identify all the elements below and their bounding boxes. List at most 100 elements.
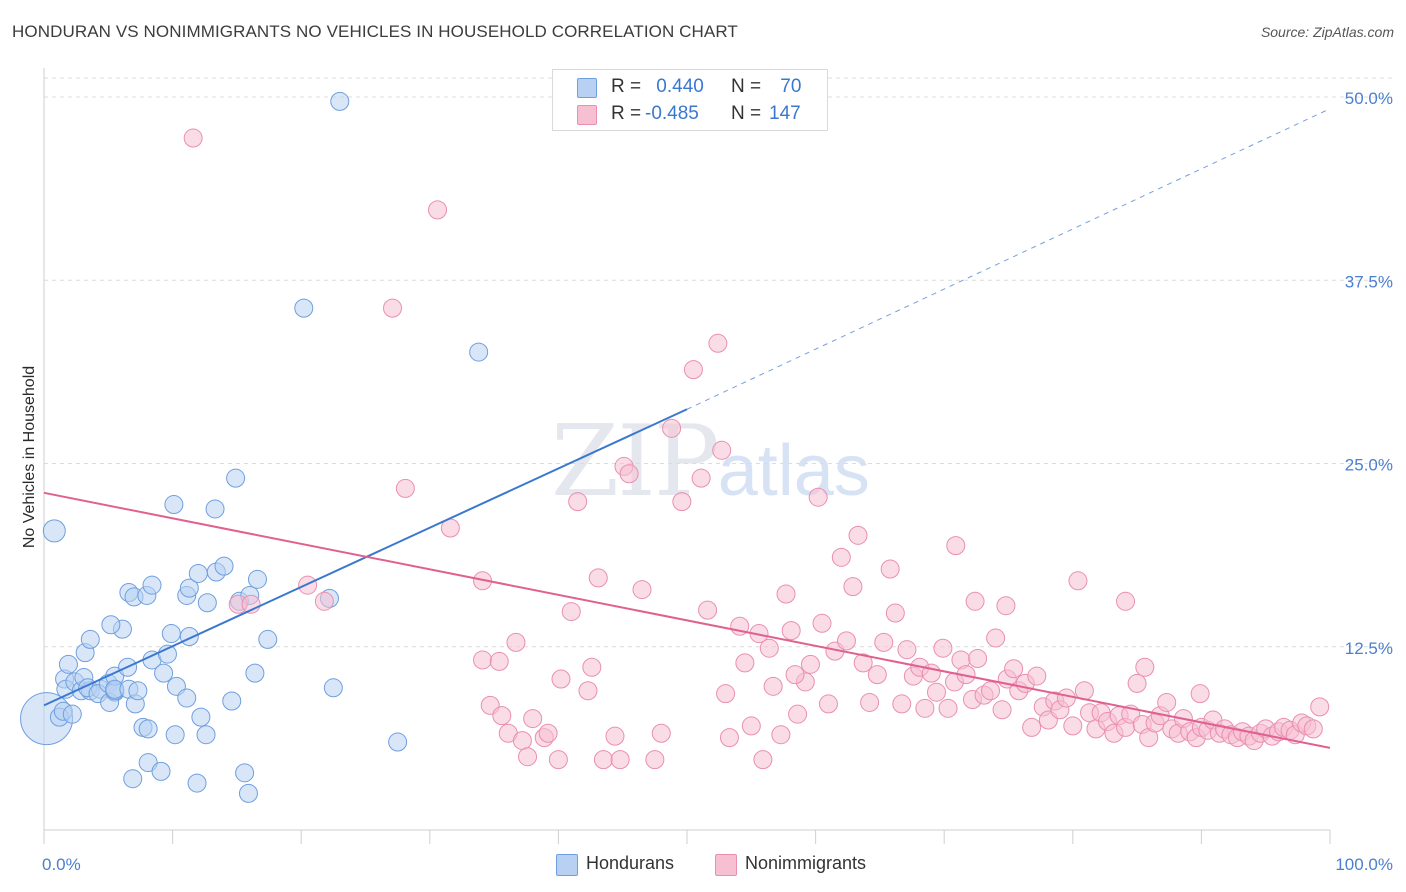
nonimmigrants-point — [843, 577, 863, 597]
nonimmigrants-point — [818, 694, 838, 714]
y-tick-label: 12.5% — [1345, 639, 1393, 658]
nonimmigrants-point — [853, 653, 873, 673]
nonimmigrants-point — [512, 731, 532, 751]
hondurans-point — [177, 688, 197, 708]
legend-n-label: N = — [731, 76, 762, 97]
hondurans-point — [62, 704, 82, 724]
nonimmigrants-point — [753, 750, 773, 770]
nonimmigrants-point — [812, 613, 832, 633]
nonimmigrants-point — [1135, 657, 1155, 677]
nonimmigrants-points — [183, 128, 1330, 770]
nonimmigrants-point — [314, 591, 334, 611]
nonimmigrants-point — [716, 684, 736, 704]
nonimmigrants-point — [1068, 571, 1088, 591]
nonimmigrants-point — [735, 653, 755, 673]
nonimmigrants-point — [605, 726, 625, 746]
hondurans-point — [164, 495, 184, 515]
nonimmigrants-point — [610, 750, 630, 770]
nonimmigrants-point — [808, 487, 828, 507]
chart-title: HONDURAN VS NONIMMIGRANTS NO VEHICLES IN… — [12, 22, 738, 41]
hondurans-point — [294, 298, 314, 318]
nonimmigrants-point — [874, 632, 894, 652]
nonimmigrants-point — [763, 676, 783, 696]
hondurans-point — [235, 763, 255, 783]
trend-lines — [43, 108, 1331, 749]
nonimmigrants-point — [691, 468, 711, 488]
nonimmigrants-point — [645, 750, 665, 770]
nonimmigrants-point — [708, 333, 728, 353]
nonimmigrants-point — [1303, 719, 1323, 739]
hondurans-point — [196, 725, 216, 745]
nonimmigrants-point — [776, 584, 796, 604]
nonimmigrants-point — [1127, 673, 1147, 693]
legend-n-label: N = — [731, 103, 762, 124]
nonimmigrants-point — [996, 596, 1016, 616]
nonimmigrants-point — [980, 681, 1000, 701]
hondurans-point — [205, 499, 225, 519]
legend-r-value: 0.440 — [651, 76, 704, 97]
nonimmigrants-point — [938, 698, 958, 718]
legend: R = 0.440 N = 70 R = -0.485 N = 147 — [552, 69, 828, 131]
nonimmigrants-point — [489, 651, 509, 671]
nonimmigrants-point — [473, 650, 493, 670]
x-tick-label: 0.0% — [42, 855, 81, 874]
nonimmigrants-point — [986, 628, 1006, 648]
nonimmigrants-point — [781, 621, 801, 641]
nonimmigrants-point — [578, 681, 598, 701]
hondurans-swatch — [577, 78, 597, 98]
legend-r-label: R = — [611, 76, 642, 97]
nonimmigrants-point — [965, 591, 985, 611]
hondurans-point — [123, 769, 143, 789]
y-tick-label: 37.5% — [1345, 272, 1393, 291]
nonimmigrants-point — [915, 698, 935, 718]
nonimmigrants-point — [848, 525, 868, 545]
legend-n-value: 147 — [769, 103, 801, 124]
y-tick-label: 25.0% — [1345, 456, 1393, 475]
nonimmigrants-point — [298, 575, 318, 595]
nonimmigrants-point — [672, 492, 692, 512]
hondurans-point — [142, 575, 162, 595]
nonimmigrants-point — [836, 631, 856, 651]
nonimmigrants-point — [651, 723, 671, 743]
nonimmigrants-point — [1116, 591, 1136, 611]
nonimmigrants-point — [1063, 716, 1083, 736]
nonimmigrants-point — [561, 602, 581, 622]
nonimmigrants-point — [1004, 659, 1024, 679]
hondurans-point — [247, 569, 267, 589]
nonimmigrants-point — [712, 440, 732, 460]
nonimmigrants-point — [619, 464, 639, 484]
nonimmigrants-point — [788, 704, 808, 724]
hondurans-point — [222, 691, 242, 711]
hondurans-point — [138, 719, 158, 739]
nonimmigrants-point — [946, 536, 966, 556]
nonimmigrants-point — [1190, 684, 1210, 704]
nonimmigrants-point — [992, 700, 1012, 720]
nonimmigrants-point — [683, 360, 703, 380]
hondurans-point — [165, 725, 185, 745]
nonimmigrants-point — [1157, 692, 1177, 712]
nonimmigrants-point — [1027, 666, 1047, 686]
hondurans-point — [323, 678, 343, 698]
hondurans-point — [161, 624, 181, 644]
nonimmigrants-point — [831, 547, 851, 567]
nonimmigrants-point — [662, 418, 682, 438]
nonimmigrants-point — [593, 750, 613, 770]
hondurans-point — [238, 783, 258, 803]
nonimmigrants-point — [383, 298, 403, 318]
tick-labels: 12.5% 25.0% 37.5% 50.0% 0.0% 100.0% — [42, 89, 1393, 874]
legend-r-label: R = — [611, 103, 642, 124]
nonimmigrants-point — [1056, 688, 1076, 708]
nonimmigrants-point — [741, 716, 761, 736]
nonimmigrants-point — [800, 654, 820, 674]
legend-r-value: -0.485 — [645, 103, 699, 124]
nonimmigrants-point — [860, 692, 880, 712]
hondurans-point — [469, 342, 489, 362]
nonimmigrants-point — [926, 682, 946, 702]
legend-row-hondurans: R = 0.440 N = 70 — [553, 74, 827, 100]
hondurans-trend-extension — [686, 108, 1331, 410]
nonimmigrants-point — [538, 723, 558, 743]
y-axis-label: No Vehicles in Household — [21, 365, 38, 549]
nonimmigrants-point — [885, 603, 905, 623]
nonimmigrants-point — [428, 200, 448, 220]
